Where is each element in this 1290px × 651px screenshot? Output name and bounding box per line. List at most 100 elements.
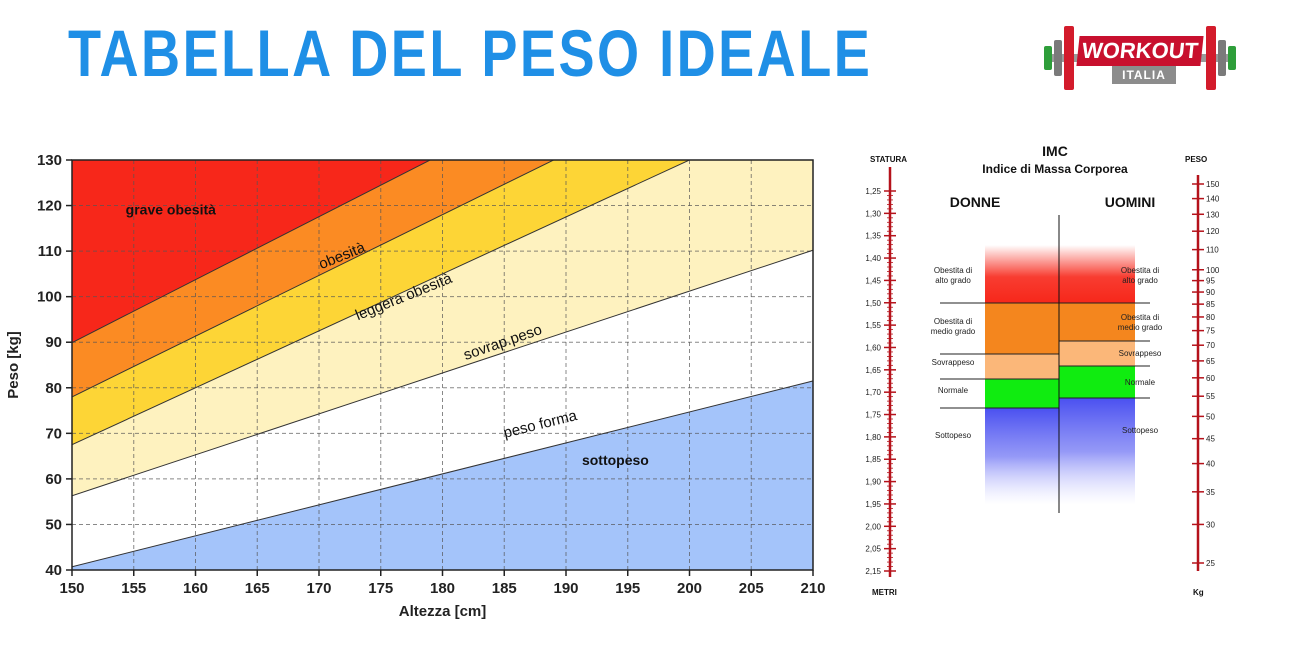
- boundary-line: [72, 380, 813, 568]
- left-scale-tick-label: 1,75: [865, 411, 881, 420]
- imc-band-label: Sovrappeso: [932, 358, 975, 367]
- left-scale-top-label: STATURA: [870, 155, 907, 164]
- logo-sub: ITALIA: [1112, 66, 1176, 84]
- right-scale-tick-label: 110: [1206, 246, 1219, 255]
- left-scale-tick-label: 1,70: [865, 388, 881, 397]
- imc-band-label: medio grado: [1118, 323, 1163, 332]
- column-header-uomini: UOMINI: [1105, 194, 1156, 210]
- left-scale-tick-label: 1,50: [865, 299, 881, 308]
- imc-band-uomini-1: [1059, 245, 1135, 303]
- left-scale-tick-label: 1,90: [865, 478, 881, 487]
- left-scale-tick-label: 1,40: [865, 254, 881, 263]
- right-scale-tick-label: 150: [1206, 180, 1220, 189]
- right-scale-tick-label: 45: [1206, 435, 1215, 444]
- x-tick-label: 165: [245, 580, 270, 597]
- right-scale-tick-label: 85: [1206, 300, 1215, 309]
- logo-plate-left-green: [1044, 46, 1052, 70]
- right-scale-tick-label: 65: [1206, 357, 1215, 366]
- logo-plate-left-red: [1064, 26, 1074, 90]
- imc-band-label: Obestita di: [1121, 266, 1159, 275]
- left-scale-tick-label: 1,35: [865, 232, 881, 241]
- right-scale-tick-label: 30: [1206, 520, 1215, 529]
- imc-band-label: Sottopeso: [1122, 426, 1159, 435]
- left-scale-tick-label: 1,95: [865, 500, 881, 509]
- imc-band-label: Normale: [938, 386, 969, 395]
- right-scale-tick-label: 60: [1206, 374, 1215, 383]
- imc-band-donne-2: [985, 303, 1059, 354]
- imc-band-label: Obestita di: [934, 266, 972, 275]
- right-scale-tick-label: 100: [1206, 266, 1220, 275]
- ideal-weight-chart: 150 155 160 165 170 175 180 185 190 195 200 205 210 4…: [5, 152, 826, 620]
- right-scale-bottom-label: Kg: [1193, 588, 1204, 597]
- right-scale-tick-label: 55: [1206, 392, 1215, 401]
- imc-band-donne-3: [985, 354, 1059, 379]
- left-scale-tick-label: 2,15: [865, 567, 881, 576]
- page-title: TABELLA DEL PESO IDEALE: [68, 16, 873, 90]
- imc-band-label: Obestita di: [1121, 313, 1159, 322]
- logo-plate-right-gray: [1218, 40, 1226, 76]
- workout-italia-logo: WORKOUT ITALIA: [1038, 22, 1242, 94]
- imc-subtitle: Indice di Massa Corporea: [982, 162, 1128, 176]
- x-tick-label: 190: [553, 580, 578, 597]
- region-label: grave obesità: [126, 202, 216, 218]
- boundary-line: [72, 249, 813, 497]
- left-scale-tick-label: 1,55: [865, 321, 881, 330]
- right-scale-tick-label: 50: [1206, 412, 1215, 421]
- right-scale-top-label: PESO: [1185, 155, 1207, 164]
- imc-band-label: Normale: [1125, 378, 1156, 387]
- left-scale-bottom-label: METRI: [872, 588, 897, 597]
- imc-band-label: Sottopeso: [935, 431, 972, 440]
- right-scale-tick-label: 90: [1206, 288, 1215, 297]
- y-tick-label: 110: [38, 243, 62, 260]
- imc-title: IMC: [1042, 143, 1068, 159]
- imc-band-donne-5: [985, 408, 1059, 505]
- logo-plate-right-red: [1206, 26, 1216, 90]
- y-tick-label: 130: [37, 152, 62, 169]
- x-tick-label: 180: [430, 580, 455, 597]
- left-scale-tick-label: 2,05: [865, 545, 881, 554]
- x-axis-label: Altezza [cm]: [399, 603, 487, 620]
- right-scale-tick-label: 120: [1206, 227, 1220, 236]
- region-sovrap-peso: [72, 160, 813, 496]
- imc-band-uomini-2: [1059, 303, 1135, 341]
- right-scale-tick-label: 70: [1206, 341, 1215, 350]
- imc-band-uomini-5: [1059, 398, 1135, 505]
- left-scale-tick-label: 1,65: [865, 366, 881, 375]
- right-scale-tick-label: 35: [1206, 488, 1215, 497]
- x-tick-label: 160: [183, 580, 208, 597]
- x-tick-label: 195: [615, 580, 640, 597]
- column-header-donne: DONNE: [950, 194, 1001, 210]
- x-tick-label: 210: [800, 580, 825, 597]
- left-scale-tick-label: 1,85: [865, 455, 881, 464]
- y-tick-label: 90: [45, 334, 62, 351]
- imc-band-donne-4: [985, 379, 1059, 408]
- imc-band-label: alto grado: [935, 276, 971, 285]
- x-tick-label: 175: [368, 580, 393, 597]
- left-scale-tick-label: 1,25: [865, 187, 881, 196]
- y-tick-label: 80: [45, 380, 62, 397]
- boundary-line: [72, 160, 691, 446]
- left-scale-tick-label: 1,45: [865, 276, 881, 285]
- y-tick-label: 50: [45, 516, 62, 533]
- x-tick-label: 200: [677, 580, 702, 597]
- boundary-line: [72, 160, 432, 344]
- region-label: sottopeso: [582, 452, 649, 468]
- y-tick-label: 60: [45, 471, 62, 488]
- logo-plate-left-gray: [1054, 40, 1062, 76]
- y-tick-label: 70: [45, 425, 62, 442]
- boundary-line: [72, 160, 555, 398]
- y-tick-label: 40: [45, 562, 62, 579]
- imc-chart: STATURA METRI 1,25 1,30 1,35 1,40 1,45 1,50 1,55…: [865, 143, 1220, 597]
- right-scale-tick-label: 140: [1206, 195, 1220, 204]
- left-scale-tick-label: 1,60: [865, 343, 881, 352]
- imc-band-label: Sovrappeso: [1119, 349, 1162, 358]
- y-tick-label: 120: [37, 198, 62, 215]
- imc-band-label: Obestita di: [934, 317, 972, 326]
- right-scale-tick-label: 130: [1206, 210, 1220, 219]
- imc-band-uomini-3: [1059, 341, 1135, 366]
- x-tick-label: 155: [121, 580, 146, 597]
- x-tick-label: 150: [59, 580, 84, 597]
- right-scale-tick-label: 75: [1206, 327, 1215, 336]
- x-tick-label: 170: [306, 580, 331, 597]
- y-axis-label: Peso [kg]: [5, 331, 22, 399]
